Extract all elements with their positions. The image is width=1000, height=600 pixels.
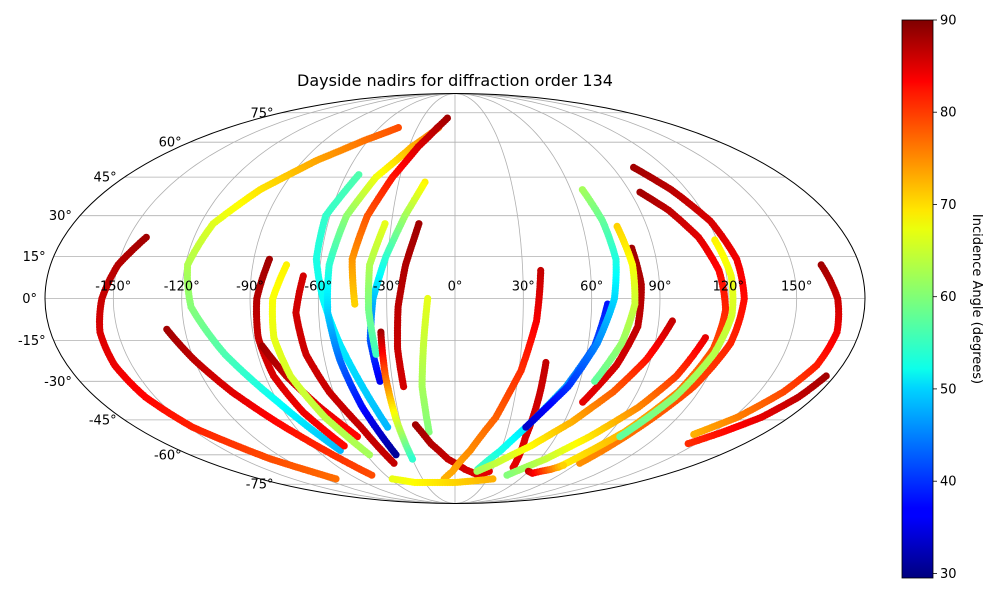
colorbar-tick-label: 30 — [940, 567, 957, 582]
map-outline — [44, 93, 866, 504]
data-point — [368, 471, 376, 479]
data-point — [392, 451, 400, 459]
longitude-tick-label: -60° — [304, 280, 332, 295]
latitude-tick-label: 0° — [22, 292, 37, 307]
colorbar-tick-label: 90 — [940, 14, 957, 29]
longitude-tick-label: 30° — [512, 280, 535, 295]
longitude-tick-label: 60° — [580, 280, 603, 295]
data-point — [353, 433, 361, 441]
data-point — [616, 433, 624, 441]
colorbar: 90 80 70 60 50 40 30 Incidence Angle (degrees) — [901, 14, 984, 582]
data-point — [372, 350, 380, 358]
data-point — [690, 430, 698, 438]
data-point — [576, 459, 584, 467]
latitude-tick-label: -15° — [18, 334, 46, 349]
latitude-tick-label: 45° — [94, 171, 117, 186]
data-point — [340, 442, 348, 450]
longitude-tick-label: 150° — [781, 280, 812, 295]
longitude-tick-label: 90° — [648, 280, 671, 295]
longitude-tick-label: 0° — [448, 280, 463, 295]
data-point — [522, 423, 530, 431]
data-point — [384, 423, 392, 431]
colorbar-ticks: 90 80 70 60 50 40 30 — [933, 14, 957, 582]
longitude-tick-label: -120° — [164, 280, 200, 295]
data-point — [591, 377, 599, 385]
colorbar-tick-label: 40 — [940, 475, 957, 490]
data-point — [408, 455, 417, 463]
colorbar-tick-label: 60 — [940, 290, 957, 305]
longitude-tick-label: -90° — [236, 280, 264, 295]
colorbar-tick-label: 50 — [940, 382, 957, 397]
data-point — [684, 440, 692, 448]
latitude-tick-label: -45° — [89, 413, 117, 428]
latitude-tick-label: 75° — [250, 106, 273, 121]
data-points — [95, 114, 843, 487]
latitude-tick-label: 15° — [23, 250, 46, 265]
data-point — [503, 471, 511, 479]
data-point — [365, 451, 374, 459]
colorbar-tick-label: 70 — [940, 198, 957, 213]
data-point — [376, 377, 384, 385]
colorbar-tick-label: 80 — [940, 106, 957, 121]
latitude-tick-label: -30° — [44, 375, 72, 390]
data-point — [473, 467, 481, 475]
latitude-tick-label: 60° — [159, 136, 182, 151]
data-point — [332, 475, 340, 483]
data-point — [351, 300, 359, 308]
latitude-tick-label: -60° — [154, 448, 182, 463]
longitude-tick-label: -30° — [373, 280, 401, 295]
latitude-tick-label: -75° — [246, 478, 274, 493]
latitude-tick-label: 30° — [49, 209, 72, 224]
latitude-tick-labels: 75° 60° 45° 30° 15° 0° -15° -30° -45° -60° -75° — [18, 106, 274, 492]
longitude-tick-label: -150° — [95, 280, 131, 295]
data-point — [400, 383, 408, 391]
colorbar-gradient — [901, 19, 934, 579]
longitude-tick-label: 120° — [713, 280, 744, 295]
chart-title: Dayside nadirs for diffraction order 134 — [297, 71, 613, 90]
data-point — [390, 459, 398, 467]
colorbar-label: Incidence Angle (degrees) — [969, 214, 984, 384]
data-point — [489, 475, 497, 483]
data-point — [579, 398, 587, 406]
longitude-tick-labels: -150° -120° -90° -60° -30° 0° 30° 60° 90° 120° 150… — [95, 280, 812, 295]
data-point — [559, 461, 568, 469]
map-grid — [45, 93, 865, 504]
